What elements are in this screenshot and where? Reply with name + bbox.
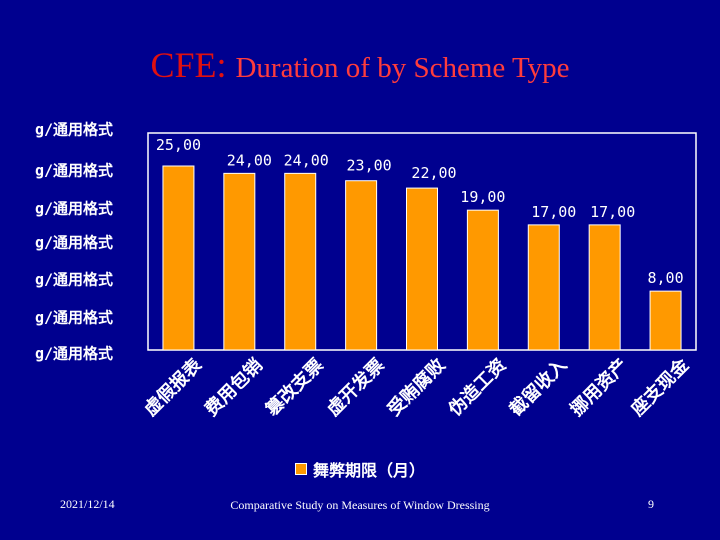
data-label: 24,00 [227, 151, 272, 169]
category-label: 篡改支票 [261, 354, 327, 420]
bar [162, 165, 195, 351]
category-label: 伪造工资 [443, 354, 510, 421]
bar [284, 172, 317, 351]
category-label: 虚开发票 [322, 354, 388, 420]
category-label: 虚假报表 [140, 353, 207, 420]
bar [466, 209, 499, 351]
chart-legend: 舞弊期限（月） [0, 457, 720, 485]
category-label: 挪用资产 [566, 354, 632, 420]
bar [406, 187, 438, 351]
slide-page-number: 9 [648, 497, 654, 511]
category-label: 截留收入 [505, 354, 571, 420]
slide-title-prefix: CFE: [150, 45, 236, 85]
data-label: 25,00 [156, 136, 201, 154]
legend-swatch [294, 463, 307, 475]
data-label: 22,00 [411, 164, 456, 182]
bar [223, 172, 256, 351]
slide-title: CFE: Duration of by Scheme Type [0, 44, 720, 94]
y-tick-label: g/通用格式 [35, 234, 113, 252]
legend-label: 舞弊期限（月） [312, 461, 425, 480]
bar [345, 180, 378, 351]
y-tick-label: g/通用格式 [35, 200, 113, 218]
bar [527, 224, 560, 351]
data-label: 17,00 [590, 203, 635, 221]
slide-date: 2021/12/14 [60, 497, 115, 511]
category-label: 座支现金 [627, 353, 694, 420]
category-label: 费用包销 [200, 354, 266, 420]
data-label: 17,00 [531, 203, 576, 221]
data-label: 8,00 [647, 269, 683, 287]
y-tick-label: g/通用格式 [35, 121, 113, 139]
y-tick-label: g/通用格式 [35, 345, 113, 363]
data-label: 24,00 [284, 151, 329, 169]
y-tick-label: g/通用格式 [35, 271, 113, 289]
bar [588, 224, 621, 351]
slide-footer-text: Comparative Study on Measures of Window … [230, 498, 490, 512]
y-tick-label: g/通用格式 [35, 309, 113, 327]
bar [649, 290, 682, 351]
slide-title-rest: Duration of by Scheme Type [235, 52, 570, 84]
category-label: 受贿腐败 [383, 354, 449, 420]
data-label: 19,00 [460, 188, 505, 206]
y-tick-label: g/通用格式 [35, 162, 113, 180]
data-label: 23,00 [347, 157, 392, 175]
